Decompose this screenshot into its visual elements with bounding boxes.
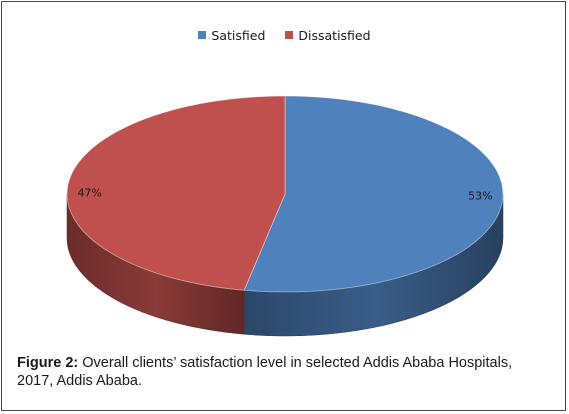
legend-swatch-dissatisfied [285,31,294,39]
legend-swatch-satisfied [198,31,207,39]
legend-label-satisfied: Satisfied [211,27,266,43]
pie-slice-dissatisfied [66,95,286,291]
figure-caption: Figure 2: Overall clients’ satisfaction … [17,354,552,390]
chart-legend: Satisfied Dissatisfied [0,27,569,43]
caption-text: Overall clients’ satisfaction level in s… [17,355,513,389]
legend-item-satisfied: Satisfied [198,28,265,43]
data-label-dissatisfied: 47% [77,187,101,200]
pie-slice-satisfied [243,95,504,293]
legend-label-dissatisfied: Dissatisfied [298,27,371,43]
data-label-satisfied: 53% [468,189,492,202]
legend-item-dissatisfied: Dissatisfied [285,27,371,43]
caption-label: Figure 2: [17,355,79,371]
